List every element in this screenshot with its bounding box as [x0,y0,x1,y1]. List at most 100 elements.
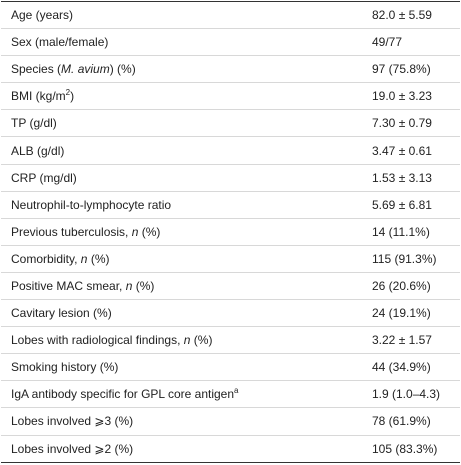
label-text: Lobes involved ⩾2 (%) [11,441,134,456]
row-label-cell: Comorbidity, n (%) [1,245,365,273]
row-value-cell: 44 (34.9%) [365,353,460,382]
label-text: Previous tuberculosis, [11,224,132,239]
row-value-cell: 14 (11.1%) [365,218,460,246]
label-text: (%) [132,278,155,293]
value-text: 1.53 ± 3.13 [372,170,432,185]
row-label-cell: Lobes involved ⩾3 (%) [1,407,365,436]
value-text: 1.9 (1.0–4.3) [372,387,441,402]
row-value-cell: 1.53 ± 3.13 [365,164,460,192]
label-text: 2 [65,88,71,98]
table-row: IgA antibody specific for GPL core antig… [1,380,460,409]
label-text: CRP (mg/dl) [11,170,77,185]
row-label-cell: Previous tuberculosis, n (%) [1,218,365,246]
label-text: ) (%) [109,62,136,77]
label-text: a [234,386,239,396]
row-label-cell: ALB (g/dl) [1,136,365,165]
value-text: 14 (11.1%) [372,224,430,239]
row-label-cell: Smoking history (%) [1,353,365,382]
table-row: Age (years) 82.0 ± 5.59 [1,1,460,30]
value-text: 3.47 ± 0.61 [372,143,432,158]
label-text: Age (years) [11,8,74,23]
value-text: 49/77 [372,35,403,50]
value-text: 7.30 ± 0.79 [372,116,432,131]
row-label-cell: Lobes involved ⩾2 (%) [1,435,365,462]
table-row: Sex (male/female) 49/77 [1,28,460,57]
row-label-cell: Species (M. avium) (%) [1,55,365,84]
table-row: Neutrophil-to-lymphocyte ratio 5.69 ± 6.8… [1,191,460,219]
label-text: Neutrophil-to-lymphocyte ratio [11,197,172,212]
table-row: ALB (g/dl) 3.47 ± 0.61 [1,136,460,165]
label-text: Sex (male/female) [11,35,109,50]
row-value-cell: 3.47 ± 0.61 [365,136,460,165]
table-row: Lobes involved ⩾2 (%) 105 (83.3%) [1,435,460,462]
label-text: n [183,333,191,348]
label-text: ) [70,89,75,104]
row-label-cell: Lobes with radiological findings, n (%) [1,326,365,355]
row-value-cell: 24 (19.1%) [365,299,460,328]
table-row: Lobes involved ⩾3 (%) 78 (61.9%) [1,407,460,436]
label-text: n [80,251,88,266]
value-text: 24 (19.1%) [372,306,431,321]
row-value-cell: 115 (91.3%) [365,245,460,273]
table-row: Positive MAC smear, n (%) 26 (20.6%) [1,272,460,301]
label-text: Lobes involved ⩾3 (%) [11,414,134,429]
value-text: 19.0 ± 3.23 [372,89,432,104]
label-text: TP (g/dl) [11,116,57,131]
value-text: 44 (34.9%) [372,360,431,375]
label-text: Lobes with radiological findings, [11,333,184,348]
value-text: 26 (20.6%) [372,278,431,293]
label-text: (%) [190,333,213,348]
row-label-cell: Neutrophil-to-lymphocyte ratio [1,191,365,219]
table-row: Species (M. avium) (%) 97 (75.8%) [1,55,460,84]
label-text: Cavitary lesion (%) [11,306,112,321]
value-text: 3.22 ± 1.57 [372,333,432,348]
label-text: IgA antibody specific for GPL core antig… [11,387,235,402]
table-row: Smoking history (%) 44 (34.9%) [1,353,460,382]
row-value-cell: 1.9 (1.0–4.3) [365,380,460,409]
row-value-cell: 97 (75.8%) [365,55,460,84]
value-text: 105 (83.3%) [372,441,438,456]
row-value-cell: 19.0 ± 3.23 [365,82,460,111]
row-value-cell: 7.30 ± 0.79 [365,109,460,138]
value-text: 5.69 ± 6.81 [372,197,432,212]
label-text: M. avium [61,62,110,77]
label-text: Smoking history (%) [11,360,119,375]
label-text: (%) [87,251,110,266]
row-value-cell: 82.0 ± 5.59 [365,1,460,30]
table-row: BMI (kg/m2) 19.0 ± 3.23 [1,82,460,111]
table-row: Lobes with radiological findings, n (%) 3… [1,326,460,355]
row-label-cell: Cavitary lesion (%) [1,299,365,328]
table-row: CRP (mg/dl) 1.53 ± 3.13 [1,164,460,192]
row-value-cell: 105 (83.3%) [365,435,460,462]
label-text: ALB (g/dl) [11,143,65,158]
label-text: BMI (kg/m [11,89,66,104]
value-text: 97 (75.8%) [372,62,431,77]
row-value-cell: 49/77 [365,28,460,57]
row-value-cell: 3.22 ± 1.57 [365,326,460,355]
row-value-cell: 5.69 ± 6.81 [365,191,460,219]
row-label-cell: IgA antibody specific for GPL core antig… [1,380,365,409]
label-text: (%) [138,224,161,239]
row-label-cell: CRP (mg/dl) [1,164,365,192]
row-label-cell: Positive MAC smear, n (%) [1,272,365,301]
row-label-cell: Age (years) [1,1,365,30]
row-label-cell: TP (g/dl) [1,109,365,138]
label-text: Comorbidity, [11,251,81,266]
value-text: 82.0 ± 5.59 [372,8,432,23]
row-value-cell: 26 (20.6%) [365,272,460,301]
value-text: 78 (61.9%) [372,414,431,429]
row-label-cell: BMI (kg/m2) [1,82,365,111]
table-row: Cavitary lesion (%) 24 (19.1%) [1,299,460,328]
value-text: 115 (91.3%) [372,251,437,266]
label-text: Positive MAC smear, [11,278,126,293]
label-text: n [131,224,139,239]
table-row: TP (g/dl) 7.30 ± 0.79 [1,109,460,138]
table-row: Comorbidity, n (%) 115 (91.3%) [1,245,460,273]
row-label-cell: Sex (male/female) [1,28,365,57]
label-text: Species ( [11,62,62,77]
row-value-cell: 78 (61.9%) [365,407,460,436]
label-text: n [125,278,133,293]
